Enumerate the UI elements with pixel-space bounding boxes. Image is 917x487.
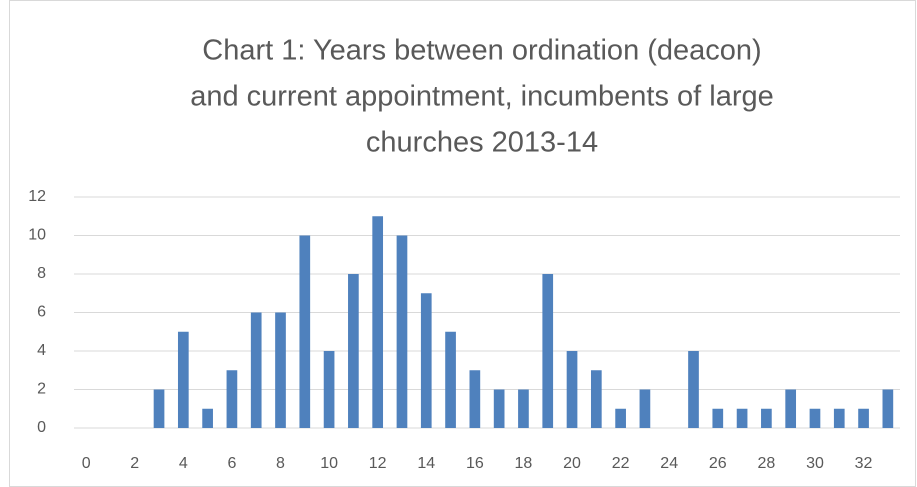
chart-border	[9, 0, 916, 487]
x-tick-label: 10	[320, 455, 338, 472]
x-tick-label: 14	[417, 455, 435, 472]
chart-title: Chart 1: Years between ordination (deaco…	[202, 35, 761, 67]
x-tick-label: 2	[130, 455, 139, 472]
x-tick-label: 4	[179, 455, 188, 472]
bar	[785, 389, 797, 428]
bar	[590, 370, 602, 428]
bar	[177, 331, 189, 428]
bar	[639, 389, 651, 428]
y-tick-label: 0	[37, 419, 46, 436]
bar	[542, 274, 554, 428]
bar	[615, 408, 626, 428]
bar	[396, 235, 408, 428]
y-tick-label: 4	[37, 342, 46, 359]
x-tick-label: 18	[515, 455, 533, 472]
bar	[566, 351, 578, 428]
bar	[445, 331, 456, 428]
bar	[518, 389, 529, 428]
y-tick-label: 2	[37, 381, 46, 398]
x-tick-label: 16	[466, 455, 484, 472]
bar	[493, 389, 505, 428]
x-tick-label: 32	[855, 455, 873, 472]
bar	[882, 389, 894, 428]
bar	[323, 351, 335, 428]
bar	[712, 408, 724, 428]
y-tick-label: 10	[28, 227, 46, 244]
chart-title: and current appointment, incumbents of l…	[190, 81, 774, 113]
bar	[688, 351, 699, 428]
y-tick-label: 12	[28, 188, 46, 205]
bar	[153, 389, 165, 428]
x-tick-label: 12	[369, 455, 387, 472]
x-tick-label: 6	[227, 455, 236, 472]
bar	[275, 312, 286, 428]
x-tick-label: 26	[709, 455, 727, 472]
y-tick-label: 8	[37, 265, 46, 282]
x-tick-label: 30	[806, 455, 824, 472]
x-tick-label: 22	[612, 455, 630, 472]
bar	[250, 312, 262, 428]
bar	[420, 293, 432, 428]
x-tick-label: 8	[276, 455, 285, 472]
x-tick-label: 28	[757, 455, 775, 472]
bar	[202, 408, 213, 428]
bar	[469, 370, 481, 428]
x-tick-label: 20	[563, 455, 581, 472]
bar	[858, 408, 869, 428]
bar	[833, 408, 845, 428]
bar	[761, 408, 772, 428]
bar	[299, 235, 311, 428]
bar	[348, 274, 359, 428]
bar	[372, 216, 384, 428]
y-tick-label: 6	[37, 304, 46, 321]
x-tick-label: 0	[82, 455, 91, 472]
x-tick-label: 24	[660, 455, 678, 472]
bar	[226, 370, 238, 428]
bar	[736, 408, 748, 428]
bar	[809, 408, 821, 428]
chart-title: churches 2013-14	[366, 127, 598, 159]
